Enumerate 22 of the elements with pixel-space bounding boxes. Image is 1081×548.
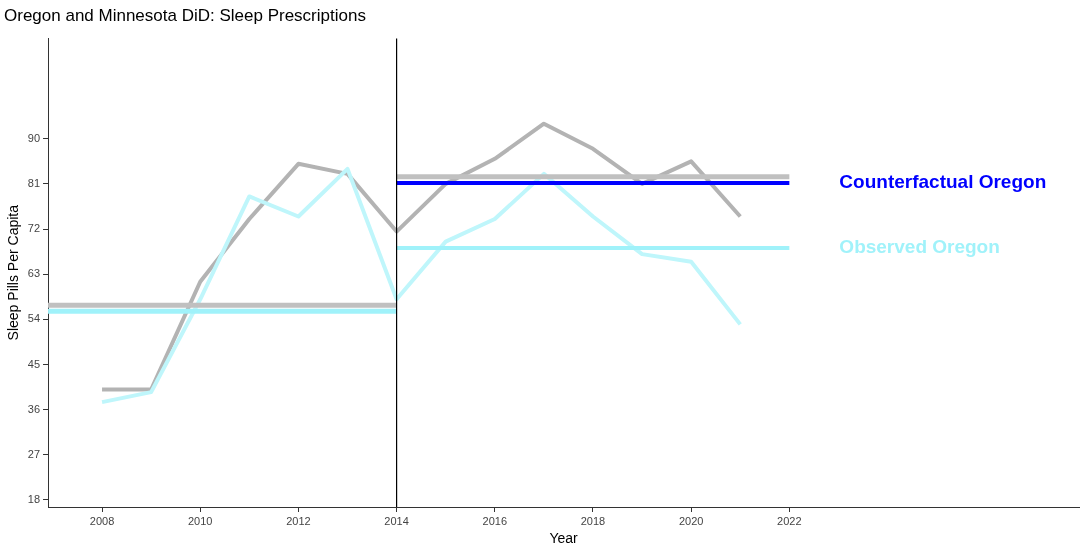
y-tick-label: 18	[27, 493, 41, 506]
x-axis-title: Year	[549, 530, 578, 547]
y-tick-label: 72	[27, 222, 41, 235]
y-tick-label: 90	[27, 131, 41, 144]
x-tick-label: 2022	[777, 514, 802, 527]
y-tick-label: 36	[27, 402, 41, 415]
y-tick-label: 54	[27, 312, 41, 325]
x-tick-label: 2020	[678, 514, 704, 527]
x-tick-label: 2016	[482, 514, 508, 527]
y-tick-label: 27	[27, 447, 41, 460]
x-tick-label: 2012	[286, 514, 311, 527]
text: Observed Oregon	[839, 236, 1000, 258]
x-tick-label: 2014	[384, 514, 409, 527]
y-tick-label: 63	[27, 267, 41, 280]
x-tick-label: 2010	[187, 514, 213, 527]
x-tick-label: 2018	[580, 514, 606, 527]
y-axis-title: Sleep Pills Per Capita	[5, 204, 22, 341]
text: Counterfactual Oregon	[839, 171, 1047, 193]
y-tick-label: 45	[27, 357, 41, 370]
x-tick-label: 2008	[89, 514, 115, 527]
y-tick-label: 81	[27, 176, 41, 189]
chart-title: Oregon and Minnesota DiD: Sleep Prescriptions	[4, 5, 366, 25]
